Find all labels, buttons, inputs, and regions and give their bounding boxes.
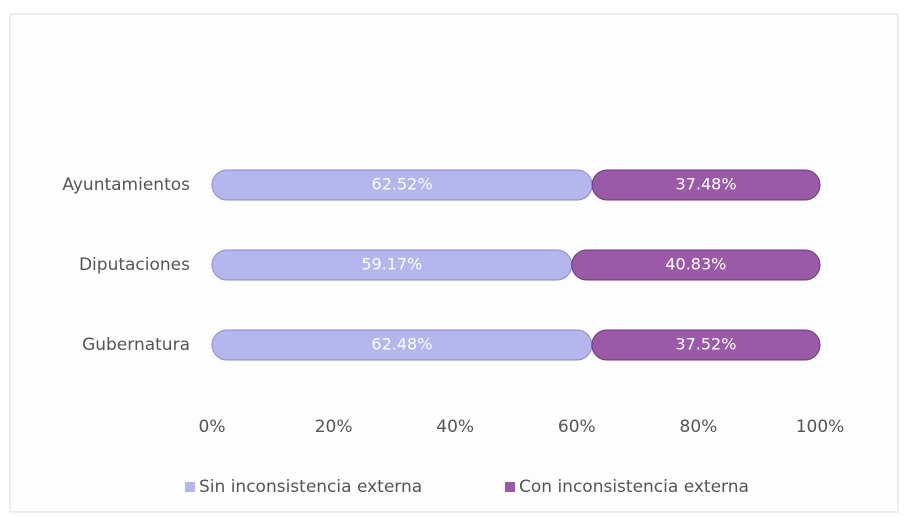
x-tick-label: 80% xyxy=(680,417,718,437)
data-label: 40.83% xyxy=(665,255,726,274)
data-label: 62.48% xyxy=(371,335,432,354)
legend-label: Con inconsistencia externa xyxy=(519,477,749,497)
y-tick-label: Ayuntamientos xyxy=(62,175,190,195)
data-label: 37.48% xyxy=(676,175,737,194)
data-label: 59.17% xyxy=(361,255,422,274)
x-tick-label: 20% xyxy=(315,417,353,437)
x-tick-label: 0% xyxy=(199,417,226,437)
legend-swatch xyxy=(185,482,195,492)
y-tick-label: Diputaciones xyxy=(79,255,190,275)
bar-segment xyxy=(591,329,821,361)
x-tick-label: 100% xyxy=(796,417,845,437)
data-label: 37.52% xyxy=(675,335,736,354)
legend-swatch xyxy=(505,482,515,492)
x-tick-label: 40% xyxy=(436,417,474,437)
data-label: 62.52% xyxy=(372,175,433,194)
y-tick-label: Gubernatura xyxy=(82,335,190,355)
legend-label: Sin inconsistencia externa xyxy=(199,477,422,497)
x-tick-label: 60% xyxy=(558,417,596,437)
bar-segment xyxy=(591,169,821,201)
bar-segment xyxy=(571,249,821,281)
